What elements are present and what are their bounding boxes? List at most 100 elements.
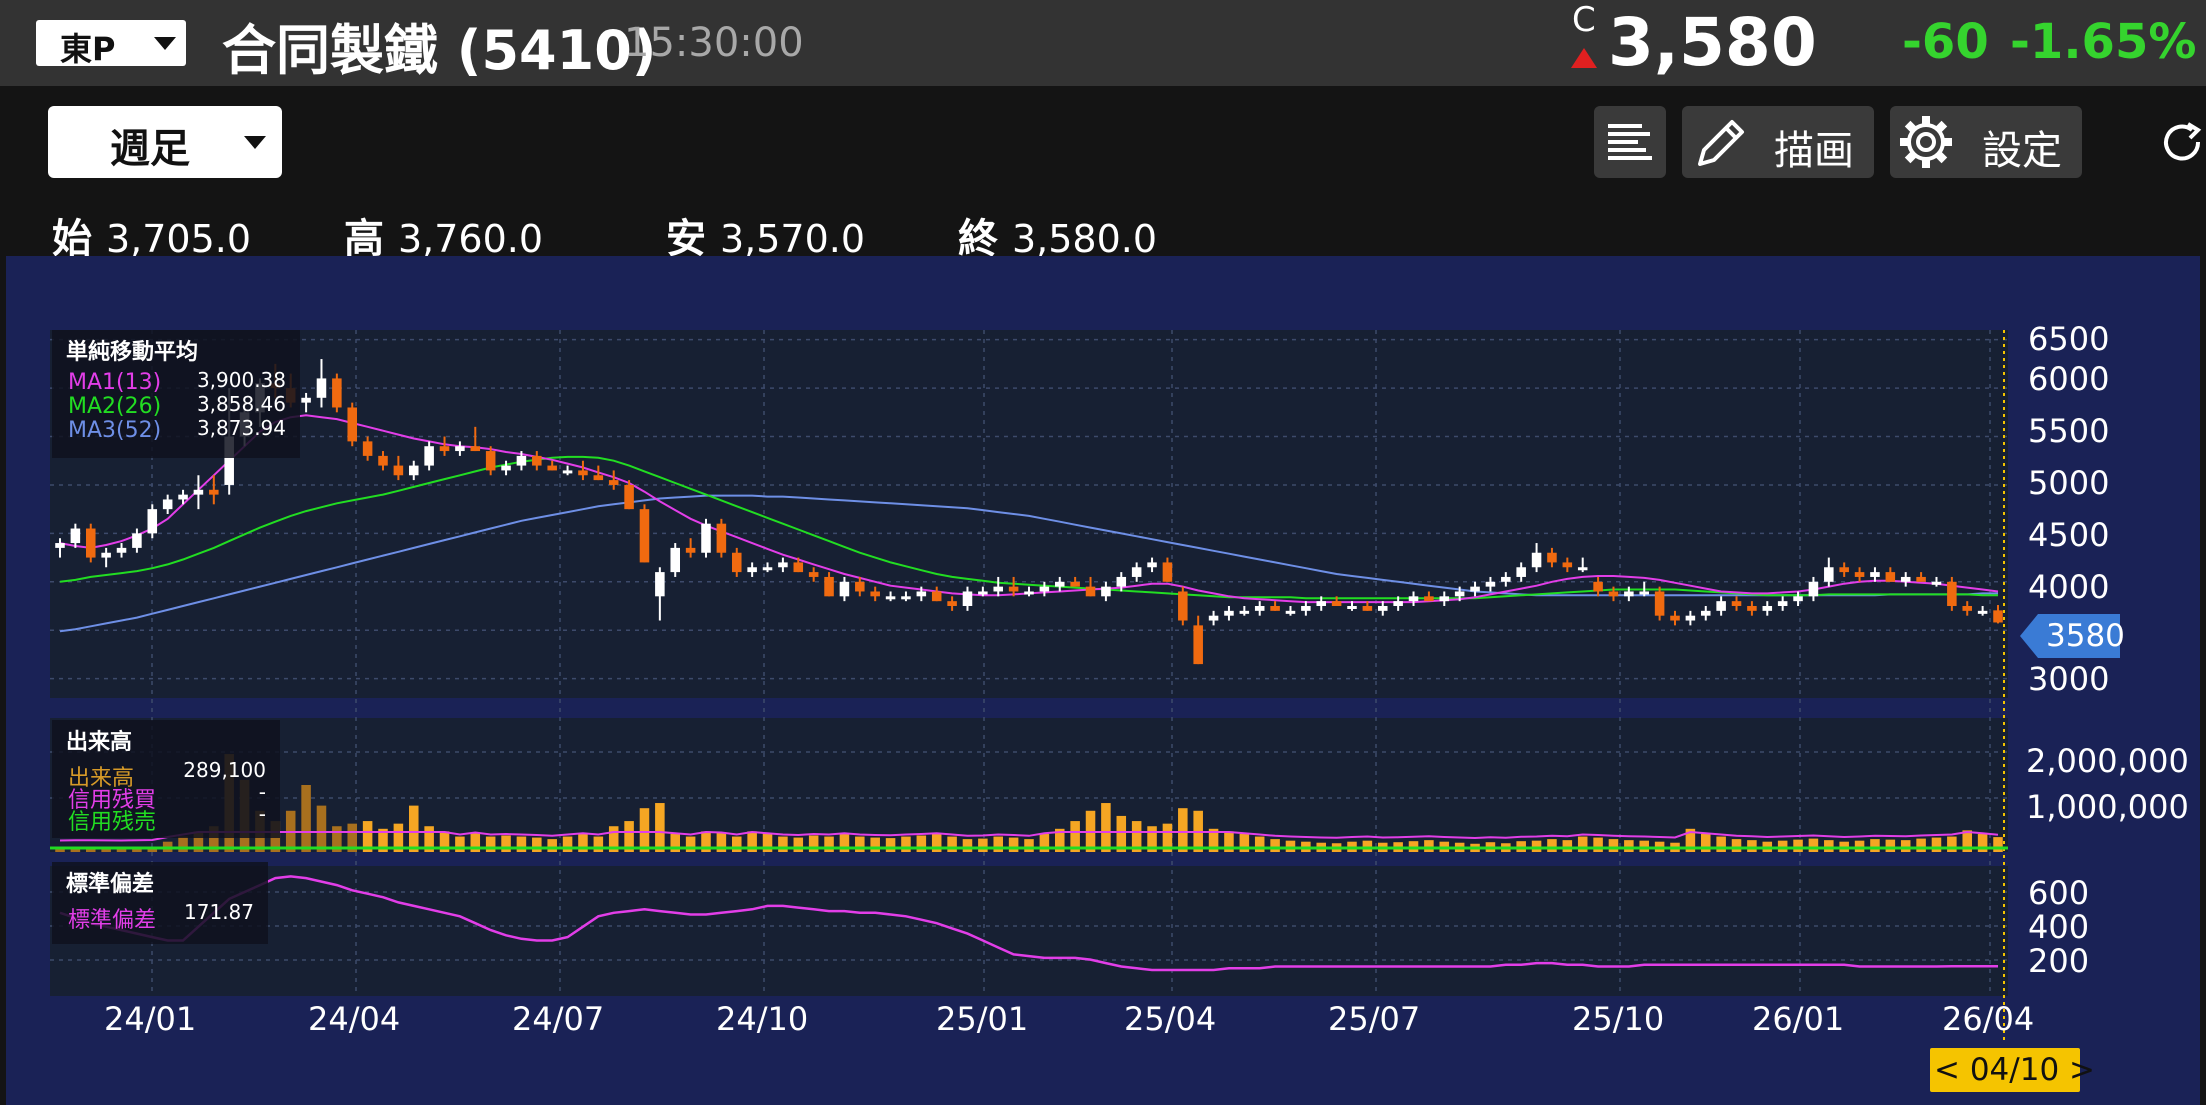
quote-time: 15:30:00 bbox=[624, 20, 804, 66]
candle-body bbox=[1285, 610, 1296, 614]
price-change-percent: -1.65% bbox=[2010, 14, 2197, 70]
ma2-label: MA2(26) bbox=[68, 394, 162, 419]
volume-panel bbox=[50, 718, 2008, 852]
candle-body bbox=[1470, 586, 1480, 592]
price-change: -60 bbox=[1902, 14, 1989, 70]
candle-body bbox=[1377, 606, 1388, 611]
volume-bar bbox=[501, 835, 511, 852]
candle-body bbox=[1301, 606, 1311, 611]
candle-body bbox=[1870, 572, 1880, 577]
candle-body bbox=[701, 523, 711, 553]
candle-body bbox=[101, 552, 111, 558]
candle-body bbox=[1162, 562, 1173, 582]
date-navigator-label: < 04/10 > bbox=[1934, 1052, 2095, 1088]
candle-body bbox=[1501, 576, 1511, 582]
candle-body bbox=[162, 499, 173, 510]
volume-bar bbox=[193, 831, 204, 852]
volume-bar bbox=[1147, 826, 1157, 852]
candle-body bbox=[1101, 586, 1111, 597]
candle-body bbox=[1854, 572, 1865, 577]
draw-button[interactable]: 描画 bbox=[1682, 106, 1874, 178]
volume-bar bbox=[470, 832, 481, 852]
dropdown-caret-icon bbox=[244, 136, 266, 149]
y-tick-label: 2,000,000 bbox=[2026, 742, 2189, 780]
candle-body bbox=[1393, 601, 1403, 606]
candle-body bbox=[1824, 567, 1834, 582]
candle-body bbox=[1193, 625, 1203, 665]
candle-body bbox=[1562, 562, 1573, 568]
volume-bar bbox=[1424, 840, 1434, 852]
volume-bar bbox=[1070, 821, 1080, 852]
volume-bar bbox=[778, 836, 788, 852]
candle-body bbox=[870, 591, 880, 597]
candle-body bbox=[1547, 552, 1557, 563]
volume-bar bbox=[1577, 836, 1588, 852]
candle-body bbox=[1208, 615, 1219, 621]
volume-bar bbox=[670, 833, 681, 852]
ma3-value: 3,873.94 bbox=[196, 416, 286, 440]
volume-bar bbox=[1131, 821, 1142, 852]
volume-bar bbox=[1900, 840, 1911, 852]
volume-bar bbox=[1854, 840, 1865, 852]
x-tick-label: 25/01 bbox=[936, 1000, 1029, 1038]
volume-bar bbox=[1824, 840, 1834, 852]
current-price-tag-label: 3580 bbox=[2046, 618, 2125, 654]
candle-body bbox=[1239, 610, 1250, 614]
volume-bar bbox=[116, 848, 127, 852]
open-label: 始 bbox=[52, 216, 92, 262]
candle-body bbox=[1408, 596, 1419, 602]
candle-body bbox=[1331, 601, 1342, 606]
volume-bar bbox=[1793, 839, 1803, 852]
date-navigator[interactable]: < 04/10 > bbox=[1930, 1048, 2095, 1092]
volume-bar bbox=[1777, 840, 1788, 852]
candle-body bbox=[1270, 606, 1280, 611]
candle-body bbox=[901, 596, 911, 600]
candle-body bbox=[839, 581, 850, 597]
market-select[interactable]: 東P bbox=[36, 20, 186, 68]
x-tick-label: 26/04 bbox=[1942, 1000, 2035, 1038]
candle-body bbox=[655, 572, 665, 597]
volume-bar bbox=[1977, 833, 1988, 852]
current-price-tag: 3580 bbox=[2020, 614, 2125, 658]
volume-bar bbox=[332, 826, 342, 852]
ma1-value: 3,900.38 bbox=[196, 368, 286, 392]
close-value: 3,580.0 bbox=[1012, 217, 1158, 261]
volume-bar bbox=[1962, 830, 1973, 852]
volume-bar bbox=[1885, 839, 1896, 852]
price-panel bbox=[50, 330, 2008, 698]
dropdown-caret-icon bbox=[154, 37, 176, 50]
candle-body bbox=[1362, 606, 1373, 611]
candle-body bbox=[1624, 591, 1634, 597]
volume-bar bbox=[1162, 823, 1173, 852]
volume-bar bbox=[85, 848, 96, 852]
volume-bar bbox=[578, 833, 588, 852]
volume-bar bbox=[747, 831, 757, 852]
candle-body bbox=[347, 407, 358, 442]
x-tick-label: 24/04 bbox=[308, 1000, 401, 1038]
period-select[interactable]: 週足 bbox=[48, 106, 282, 178]
refresh-icon[interactable] bbox=[2158, 118, 2206, 166]
y-tick-label: 4000 bbox=[2028, 568, 2110, 606]
volume-bar bbox=[916, 835, 927, 852]
settings-button[interactable]: 設定 bbox=[1890, 106, 2082, 178]
candle-body bbox=[916, 591, 927, 597]
candle-body bbox=[824, 576, 834, 597]
volume-bar bbox=[731, 836, 742, 852]
volume-bar bbox=[455, 836, 465, 852]
candle-body bbox=[1439, 596, 1450, 602]
volume-bar bbox=[1916, 838, 1926, 852]
candle-body bbox=[1531, 552, 1542, 568]
market-select-label: 東P bbox=[60, 30, 116, 68]
candle-body bbox=[1054, 581, 1065, 587]
candle-body bbox=[778, 562, 788, 568]
ohlc-high: 高 3,760.0 bbox=[344, 206, 543, 264]
ma-legend-title: 単純移動平均 bbox=[66, 340, 199, 365]
candle-body bbox=[962, 591, 973, 606]
candle-body bbox=[578, 470, 588, 476]
candle-body bbox=[670, 547, 681, 573]
list-button[interactable] bbox=[1594, 106, 1666, 178]
candle-body bbox=[470, 446, 481, 452]
volume-bar bbox=[793, 837, 804, 852]
volume-bar bbox=[424, 826, 434, 852]
